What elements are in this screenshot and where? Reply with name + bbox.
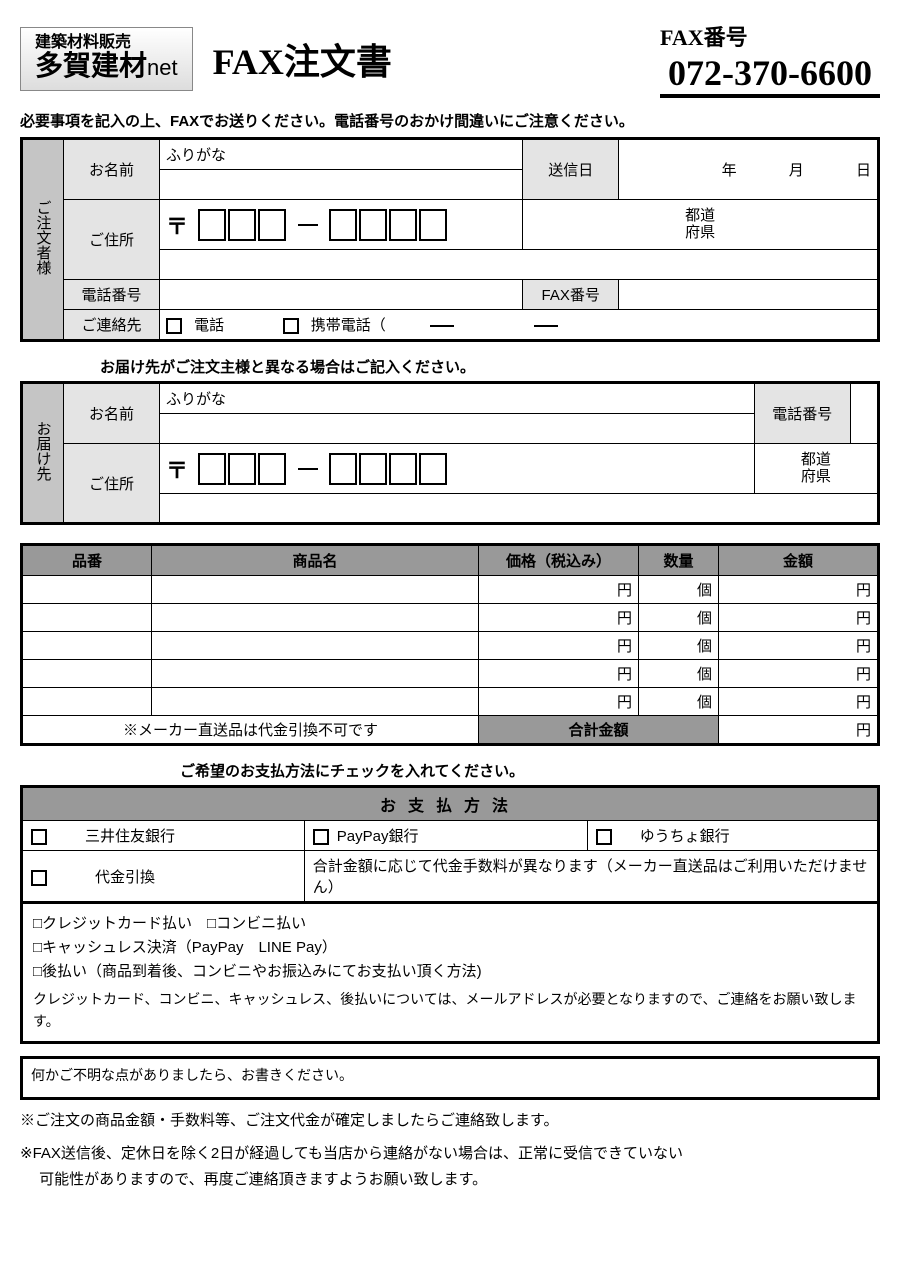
deliver-postal-field[interactable]: 〒 (160, 444, 755, 494)
fax-number: 072-370-6600 (660, 52, 880, 98)
col-item-no: 品番 (22, 545, 152, 576)
footnote-2: ※FAX送信後、定休日を除く2日が経過しても当店から連絡がない場合は、正常に受信… (20, 1141, 880, 1192)
instructions: 必要事項を記入の上、FAXでお送りください。電話番号のおかけ間違いにご注意くださ… (20, 110, 880, 131)
pay-extra-line[interactable]: □後払い（商品到着後、コンビニやお振込みにてお支払い頂く方法) (33, 960, 867, 984)
table-row[interactable]: 円個円 (22, 632, 879, 660)
phone-field[interactable] (160, 280, 523, 310)
fax-box: FAX番号 072-370-6600 (660, 20, 880, 98)
postal-mark-icon: 〒 (166, 209, 188, 241)
deliver-name-field[interactable] (160, 414, 755, 444)
delivery-table: お届け先 お名前 ふりがな 電話番号 ご住所 〒 都道府県 (20, 381, 880, 525)
furigana-label: ふりがな (160, 139, 523, 170)
deliver-phone-field[interactable] (850, 383, 878, 444)
checkbox-icon[interactable] (166, 318, 182, 334)
checkbox-icon (31, 870, 47, 886)
delivery-section-label: お届け先 (22, 383, 64, 524)
checkbox-icon (313, 829, 329, 845)
pay-option[interactable]: ゆうちょ銀行 (587, 821, 878, 851)
logo-subtitle: 建築材料販売 (35, 34, 178, 52)
payment-instructions: ご希望のお支払方法にチェックを入れてください。 (180, 760, 880, 781)
table-row[interactable]: 円個円 (22, 604, 879, 632)
fax-label: FAX番号 (660, 20, 880, 52)
deliver-instructions: お届け先がご注文主様と異なる場合はご記入ください。 (100, 356, 880, 377)
total-field[interactable]: 円 (719, 716, 879, 745)
deliver-furigana-label: ふりがな (160, 383, 755, 414)
deliver-address-field[interactable] (160, 494, 879, 524)
deliver-address-label: ご住所 (64, 444, 160, 524)
pay-extra-line[interactable]: □キャッシュレス決済（PayPay LINE Pay） (33, 936, 867, 960)
fax-label: FAX番号 (523, 280, 619, 310)
checkbox-icon (31, 829, 47, 845)
logo-main: 多賀建材 (35, 50, 147, 81)
contact-field[interactable]: 電話 携帯電話（ (160, 310, 879, 341)
address-field[interactable] (160, 250, 879, 280)
pay-option[interactable]: 代金引換 (22, 851, 305, 903)
orderer-table: ご注文者様 お名前 ふりがな 送信日 年 月 日 ご住所 〒 都道府県 電話番号… (20, 137, 880, 342)
table-row[interactable]: 円個円 (22, 660, 879, 688)
name-field[interactable] (160, 170, 523, 200)
checkbox-icon[interactable] (283, 318, 299, 334)
payment-extra-options: □クレジットカード払い □コンビニ払い □キャッシュレス決済（PayPay LI… (20, 904, 880, 1044)
address-label: ご住所 (64, 200, 160, 280)
prefecture-field[interactable]: 都道府県 (523, 200, 879, 250)
col-item-name: 商品名 (152, 545, 479, 576)
cod-note: ※メーカー直送品は代金引換不可です (22, 716, 479, 745)
name-label: お名前 (64, 139, 160, 200)
orderer-section-label: ご注文者様 (22, 139, 64, 341)
fax-field[interactable] (619, 280, 879, 310)
phone-label: 電話番号 (64, 280, 160, 310)
col-price: 価格（税込み） (479, 545, 639, 576)
deliver-name-label: お名前 (64, 383, 160, 444)
deliver-prefecture-field[interactable]: 都道府県 (754, 444, 878, 494)
contact-label: ご連絡先 (64, 310, 160, 341)
col-amount: 金額 (719, 545, 879, 576)
page-title: FAX注文書 (213, 33, 392, 85)
logo-suffix: net (147, 55, 178, 80)
col-qty: 数量 (639, 545, 719, 576)
cod-detail-note: 合計金額に応じて代金手数料が異なります（メーカー直送品はご利用いただけません） (304, 851, 878, 903)
checkbox-icon (596, 829, 612, 845)
order-items-table: 品番 商品名 価格（税込み） 数量 金額 円個円 円個円 円個円 円個円 円個円… (20, 543, 880, 746)
postal-code-field[interactable]: 〒 (160, 200, 523, 250)
footnote-1: ※ご注文の商品金額・手数料等、ご注文代金が確定しましたらご連絡致します。 (20, 1108, 880, 1134)
send-date-label: 送信日 (523, 139, 619, 200)
table-row[interactable]: 円個円 (22, 576, 879, 604)
pay-option[interactable]: PayPay銀行 (304, 821, 587, 851)
deliver-phone-label: 電話番号 (754, 383, 850, 444)
payment-header: お支払方法 (22, 787, 879, 821)
freeform-notes-field[interactable]: 何かご不明な点がありましたら、お書きください。 (20, 1056, 880, 1100)
header: 建築材料販売 多賀建材net FAX注文書 FAX番号 072-370-6600 (20, 20, 880, 98)
postal-mark-icon: 〒 (166, 453, 188, 485)
total-label: 合計金額 (479, 716, 719, 745)
send-date-field[interactable]: 年 月 日 (619, 139, 879, 200)
logo-box: 建築材料販売 多賀建材net (20, 27, 193, 91)
table-row[interactable]: 円個円 (22, 688, 879, 716)
payment-table: お支払方法 三井住友銀行 PayPay銀行 ゆうちょ銀行 代金引換 合計金額に応… (20, 785, 880, 904)
pay-option[interactable]: 三井住友銀行 (22, 821, 305, 851)
pay-extra-note: クレジットカード、コンビニ、キャッシュレス、後払いについては、メールアドレスが必… (33, 988, 867, 1033)
pay-extra-line[interactable]: □クレジットカード払い □コンビニ払い (33, 912, 867, 936)
